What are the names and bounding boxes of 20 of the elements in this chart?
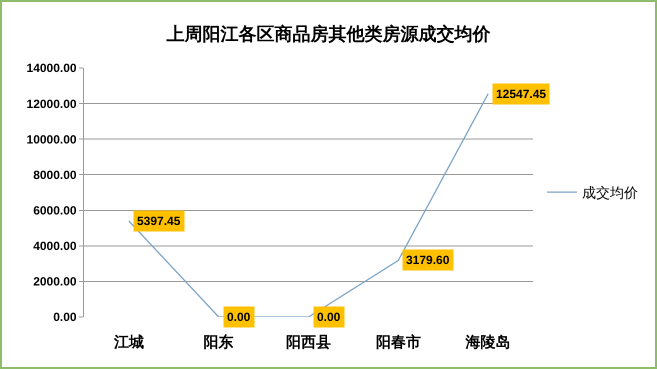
y-tick-label: 6000.00 bbox=[33, 203, 77, 218]
y-tick-label: 0.00 bbox=[53, 310, 77, 324]
data-label: 0.00 bbox=[317, 310, 341, 324]
data-label: 12547.45 bbox=[496, 87, 546, 101]
data-label: 5397.45 bbox=[137, 214, 181, 228]
x-tick-label: 海陵岛 bbox=[464, 334, 511, 351]
x-tick-label: 阳西县 bbox=[286, 334, 331, 351]
x-tick-label: 阳东 bbox=[204, 333, 234, 351]
y-tick-label: 2000.00 bbox=[33, 274, 77, 289]
x-tick-label: 阳春市 bbox=[376, 333, 421, 351]
legend-label: 成交均价 bbox=[582, 184, 638, 201]
y-tick-label: 14000.00 bbox=[26, 61, 77, 76]
y-tick-label: 12000.00 bbox=[26, 96, 77, 111]
y-tick-label: 8000.00 bbox=[33, 168, 77, 182]
data-label: 0.00 bbox=[227, 310, 251, 324]
x-tick-label: 江城 bbox=[112, 334, 144, 351]
data-label: 3179.60 bbox=[406, 253, 450, 267]
chart-title: 上周阳江各区商品房其他类房源成交均价 bbox=[166, 24, 492, 44]
y-tick-label: 4000.00 bbox=[33, 239, 77, 254]
y-tick-label: 10000.00 bbox=[26, 132, 77, 146]
